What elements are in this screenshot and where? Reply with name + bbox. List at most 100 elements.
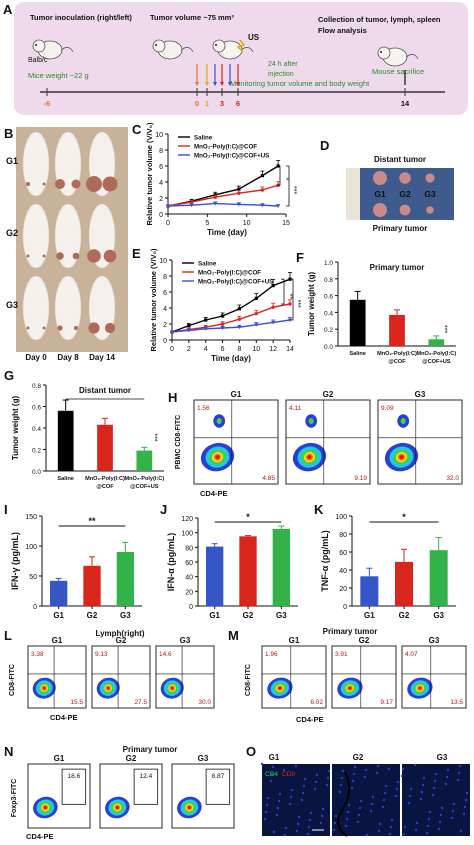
- quadrant-percent-upper-left: 4.07: [405, 651, 418, 658]
- chart-title: Primary tumor: [370, 263, 425, 272]
- mouse-tumor-right: [71, 179, 81, 189]
- mouse-photo: [54, 203, 82, 269]
- mouse-tumor-left: [26, 182, 30, 186]
- y-tick-label: 10: [159, 258, 167, 265]
- data-point: [220, 322, 225, 326]
- significance-mark: ***: [440, 325, 447, 333]
- quadrant-percent-upper-left: 1.56: [197, 405, 210, 412]
- data-point: [276, 204, 281, 208]
- fluorescence-cell: [289, 795, 293, 799]
- mouse-eye: [155, 44, 157, 46]
- fluorescence-cell: [445, 775, 449, 779]
- mouse-tumor-left: [56, 252, 64, 260]
- significance-mark: *: [246, 512, 250, 522]
- mouse-head: [212, 39, 226, 53]
- fluorescence-cell: [341, 769, 345, 773]
- flow-x-label-m: CD4-PE: [296, 715, 324, 724]
- chart-i: 0 50 100 150 IFN-γ (pg/mL) G1 G2 G3 **: [10, 514, 142, 620]
- y-axis-label: Tumor weight (g): [307, 272, 316, 337]
- category-label: G1: [209, 611, 220, 620]
- data-point: [254, 296, 258, 300]
- tumor-group-label: G2: [399, 189, 411, 199]
- significance-mark: *: [282, 178, 289, 181]
- mouse-photo-body: [54, 275, 82, 341]
- data-point: [260, 188, 265, 192]
- fluorescence-cell: [321, 807, 325, 811]
- data-point: [237, 317, 242, 321]
- flow-plot-n: G1 18.6: [27, 754, 91, 829]
- x-tick-label: 15: [282, 220, 290, 227]
- chart-j: 0 20 40 60 80 100 120 IFN-α (pg/mL) G1 G2 G3 *: [166, 512, 298, 620]
- flow-title-l: Lymph(right): [95, 629, 144, 638]
- tumor-group-label: G1: [374, 189, 386, 199]
- fluorescence-cell: [283, 833, 287, 837]
- fluorescence-cell: [270, 772, 274, 776]
- fluorescence-cell: [395, 787, 399, 791]
- flow-plot-frame: [193, 399, 279, 485]
- quadrant-percent-lower-right: 6.02: [310, 699, 323, 706]
- ultrasound-label: US: [248, 33, 260, 42]
- fluorescence-cell: [425, 831, 429, 835]
- y-tick-label: 0.2: [32, 448, 41, 455]
- x-tick-label: 10: [243, 220, 251, 227]
- fluorescence-cell: [381, 805, 385, 809]
- fluorescence-cell: [451, 809, 455, 813]
- quadrant-percent-lower-right: 32.0: [446, 475, 459, 482]
- data-point: [288, 302, 292, 306]
- data-point: [236, 202, 241, 207]
- chart-k: 0 20 40 60 80 100 TNF-α (pg/mL) G1 G2 G3 *: [320, 512, 456, 620]
- fluorescence-cell: [294, 764, 298, 768]
- mouse-tumor-right: [72, 252, 80, 260]
- mouse-tumor-right: [103, 249, 117, 263]
- timeline-tick-label: 0: [195, 99, 199, 108]
- fluorescence-cell: [314, 780, 318, 784]
- flow-x-label-h: CD4-PE: [200, 489, 228, 498]
- mouse-tumor-left: [87, 249, 101, 263]
- primary-tumor: [399, 204, 411, 216]
- quadrant-percent-lower-right: 15.5: [70, 699, 83, 706]
- density-contour: [215, 455, 220, 459]
- tissue-crack: [337, 771, 351, 837]
- data-point: [237, 325, 242, 330]
- y-tick-label: 0.4: [32, 426, 41, 433]
- fluorescence-cell: [456, 778, 460, 782]
- mice-row-label: G3: [6, 300, 18, 310]
- flow-plot-frame: [27, 763, 91, 829]
- fluorescence-cell: [277, 799, 281, 803]
- fluorescence-group-label: G2: [353, 753, 364, 762]
- y-tick-label: 100: [181, 531, 193, 538]
- flow-group-label: G2: [126, 754, 137, 763]
- fluorescence-cell: [432, 786, 436, 790]
- bar: [360, 576, 379, 606]
- y-axis-label: Tumor weight (g): [11, 396, 20, 461]
- mouse-icon-balbc: [32, 39, 74, 60]
- flow-group-label: G2: [359, 636, 370, 645]
- quadrant-percent-upper-left: 14.6: [159, 651, 172, 658]
- y-tick-label: 60: [339, 550, 347, 557]
- fluorescence-cell: [288, 802, 292, 806]
- fluorescence-cell: [369, 809, 373, 813]
- bar: [428, 339, 445, 346]
- day-label: Day 8: [57, 353, 79, 362]
- mouse-photo: [22, 203, 50, 269]
- injection-arrowhead: [236, 82, 240, 86]
- timeline-tick-label: 1: [205, 99, 209, 108]
- y-tick-label: 40: [185, 575, 193, 582]
- panel-letter-F: F: [296, 250, 304, 265]
- y-tick-label: 80: [185, 545, 193, 552]
- fluorescence-cell: [376, 764, 380, 768]
- quadrant-percent-upper-left: 3.38: [31, 651, 44, 658]
- fluorescence-cell: [333, 821, 337, 825]
- fluorescence-cell: [446, 768, 450, 772]
- bar: [272, 529, 290, 606]
- fluorescence-cell: [269, 779, 273, 783]
- flow-plot-n: G3 8.87: [171, 754, 235, 829]
- fluorescence-cell: [295, 829, 299, 833]
- fluorescence-cell: [458, 764, 462, 768]
- flow-group-label: G1: [54, 754, 65, 763]
- ruler: [346, 168, 360, 220]
- distant-tumor: [399, 172, 411, 184]
- y-tick-label: 0: [163, 338, 167, 345]
- fluorescence-cell: [384, 784, 388, 788]
- x-tick-label: 12: [269, 346, 277, 353]
